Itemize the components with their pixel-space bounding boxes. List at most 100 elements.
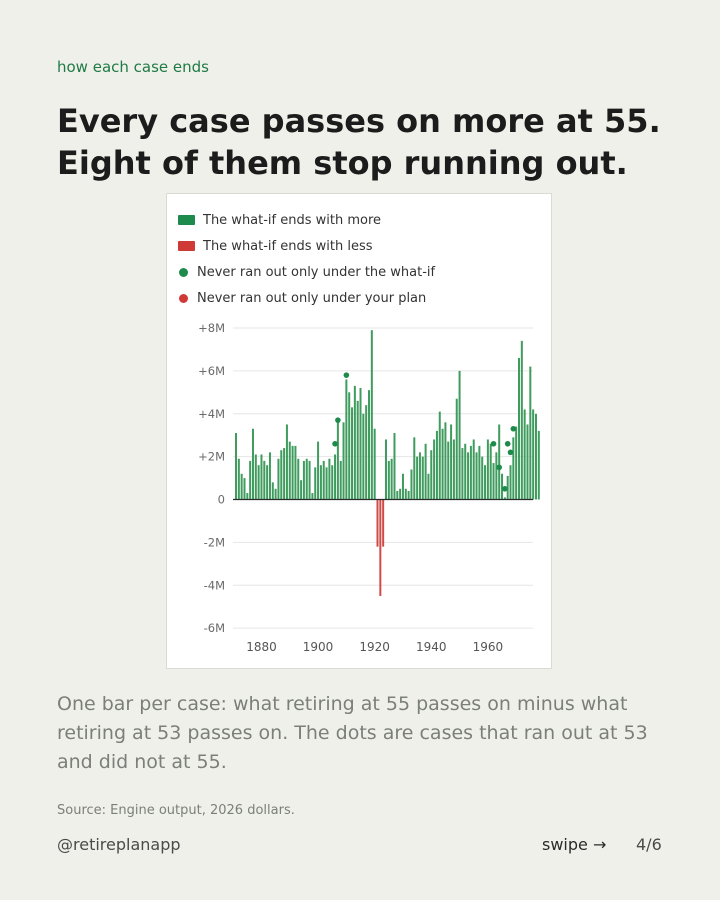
x-tick-label: 1940 xyxy=(416,640,447,654)
bar xyxy=(444,422,447,500)
bar xyxy=(254,454,257,500)
bar xyxy=(328,458,331,500)
outcome-dot xyxy=(332,440,338,447)
bar xyxy=(418,452,421,500)
bar xyxy=(235,433,237,500)
outcome-dot xyxy=(343,372,350,378)
chart-legend: The what-if ends with more The what-if e… xyxy=(178,207,435,311)
bar xyxy=(283,448,286,500)
bar xyxy=(288,441,291,500)
bar xyxy=(305,458,308,500)
bar xyxy=(334,454,337,500)
legend-label-whatif-dot: Never ran out only under the what-if xyxy=(197,264,436,280)
bar xyxy=(331,465,334,500)
legend-dot-plan xyxy=(179,293,188,303)
eyebrow-label: how each case ends xyxy=(57,58,209,76)
bar xyxy=(435,430,438,500)
legend-item-plan-dot: Never ran out only under your plan xyxy=(178,285,435,311)
bar xyxy=(351,407,354,500)
bar xyxy=(512,437,515,500)
bar xyxy=(390,458,393,500)
bar xyxy=(240,473,243,500)
page-title: Every case passes on more at 55. Eight o… xyxy=(57,100,677,184)
bar xyxy=(427,473,430,500)
bar xyxy=(362,413,365,500)
bar xyxy=(345,379,348,500)
bar xyxy=(246,493,249,500)
bar xyxy=(277,458,280,500)
bar xyxy=(356,400,359,500)
bar xyxy=(421,456,424,500)
legend-item-more: The what-if ends with more xyxy=(178,207,435,233)
bar xyxy=(243,478,246,500)
headline-line-2: Eight of them stop running out. xyxy=(57,144,628,182)
bar xyxy=(537,430,540,500)
bar xyxy=(452,439,455,500)
legend-swatch-more xyxy=(178,215,195,225)
page-indicator: 4/6 xyxy=(636,835,662,854)
swipe-button[interactable]: swipe → xyxy=(542,835,607,854)
bar xyxy=(396,490,399,500)
bar xyxy=(336,422,339,500)
bar xyxy=(274,488,277,500)
bar xyxy=(268,452,271,500)
bar xyxy=(300,480,303,500)
x-tick-label: 1900 xyxy=(303,640,334,654)
bar xyxy=(322,460,325,500)
bar xyxy=(393,433,396,500)
legend-label-less: The what-if ends with less xyxy=(203,238,373,254)
x-tick-label: 1880 xyxy=(246,640,277,654)
bar xyxy=(314,467,317,500)
outcome-dot xyxy=(496,464,502,471)
bar xyxy=(291,445,294,500)
bar xyxy=(404,488,407,500)
bar xyxy=(353,385,356,500)
bar xyxy=(534,413,537,500)
bar xyxy=(308,460,311,500)
bar xyxy=(458,370,461,500)
bar xyxy=(413,437,416,500)
bar xyxy=(407,490,410,500)
bar xyxy=(529,366,532,500)
bar xyxy=(467,452,470,500)
y-tick-label: -2M xyxy=(204,535,225,549)
bar xyxy=(523,409,526,500)
bar xyxy=(433,439,436,500)
bar xyxy=(342,422,345,500)
chart-caption: One bar per case: what retiring at 55 pa… xyxy=(57,693,648,773)
bar xyxy=(373,428,376,500)
y-tick-label: 0 xyxy=(218,493,225,507)
bar xyxy=(401,473,404,500)
legend-item-whatif-dot: Never ran out only under the what-if xyxy=(178,259,435,285)
bar xyxy=(469,445,472,500)
source-note: Source: Engine output, 2026 dollars. xyxy=(57,803,295,818)
bar xyxy=(424,443,427,500)
bar xyxy=(302,460,305,500)
bar xyxy=(455,398,458,500)
bar xyxy=(520,340,523,500)
bar xyxy=(271,482,274,500)
bar xyxy=(365,405,368,500)
bar xyxy=(492,463,495,500)
bar xyxy=(410,469,413,500)
outcome-dot xyxy=(490,440,497,447)
bar xyxy=(368,390,371,500)
legend-dot-whatif xyxy=(179,267,188,277)
bar xyxy=(495,452,498,500)
y-tick-label: +8M xyxy=(198,321,225,335)
bar xyxy=(515,426,518,500)
y-tick-label: +6M xyxy=(198,364,225,378)
bar xyxy=(263,460,266,500)
bar xyxy=(280,450,283,500)
bar xyxy=(382,499,385,547)
bar xyxy=(430,450,433,500)
bar xyxy=(297,458,300,500)
bar xyxy=(464,443,467,500)
bar xyxy=(319,465,322,500)
chart-plot: +8M +6M +4M +2M 0 -2M -4M -6M 1880 1900 1920 1940 19… xyxy=(198,321,540,654)
y-tick-label: -4M xyxy=(204,578,225,592)
bar xyxy=(503,497,506,500)
bar xyxy=(438,411,441,500)
bar xyxy=(472,439,475,500)
y-tick-label: +4M xyxy=(198,407,225,421)
